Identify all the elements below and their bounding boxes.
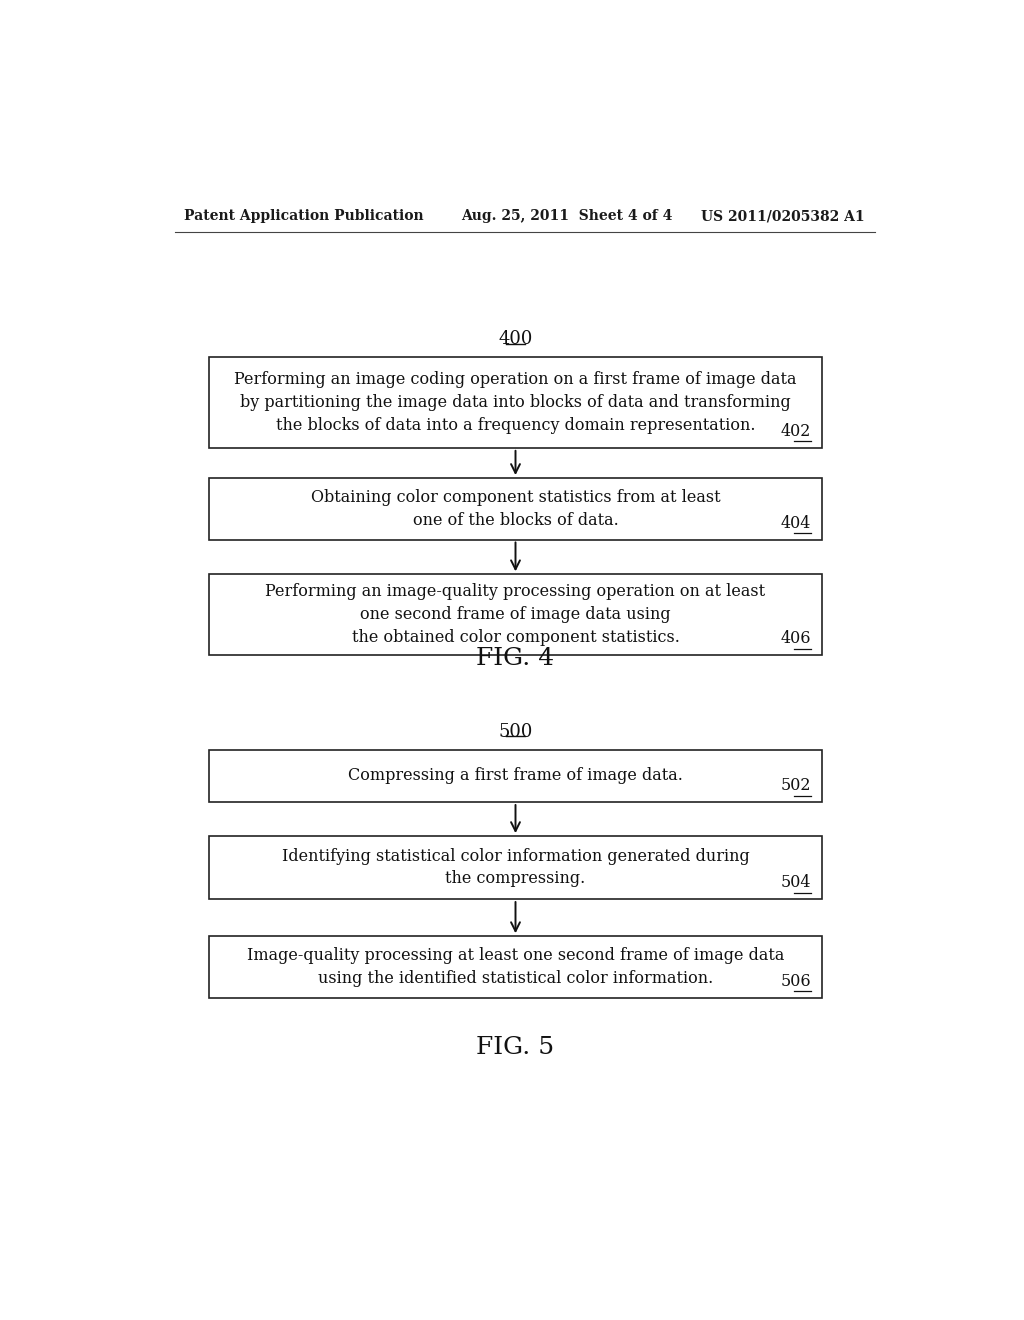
Text: Aug. 25, 2011  Sheet 4 of 4: Aug. 25, 2011 Sheet 4 of 4 — [461, 209, 673, 223]
Text: FIG. 4: FIG. 4 — [476, 647, 555, 671]
Bar — [209, 750, 821, 803]
Text: 400: 400 — [499, 330, 532, 348]
Text: Patent Application Publication: Patent Application Publication — [183, 209, 424, 223]
Text: 502: 502 — [780, 777, 811, 795]
Bar — [209, 836, 821, 899]
Text: Performing an image coding operation on a first frame of image data
by partition: Performing an image coding operation on … — [234, 371, 797, 434]
Text: 402: 402 — [780, 424, 811, 441]
Bar — [209, 358, 821, 447]
Text: Image-quality processing at least one second frame of image data
using the ident: Image-quality processing at least one se… — [247, 946, 784, 987]
Text: 504: 504 — [780, 874, 811, 891]
Text: US 2011/0205382 A1: US 2011/0205382 A1 — [700, 209, 864, 223]
Text: 404: 404 — [780, 515, 811, 532]
Text: Performing an image-quality processing operation on at least
one second frame of: Performing an image-quality processing o… — [265, 583, 766, 645]
Text: 500: 500 — [499, 723, 532, 741]
Text: Compressing a first frame of image data.: Compressing a first frame of image data. — [348, 767, 683, 784]
Text: 406: 406 — [780, 631, 811, 647]
Bar — [209, 574, 821, 655]
Text: 506: 506 — [780, 973, 811, 990]
Text: FIG. 5: FIG. 5 — [476, 1036, 555, 1059]
Bar — [209, 936, 821, 998]
Text: Identifying statistical color information generated during
the compressing.: Identifying statistical color informatio… — [282, 847, 750, 887]
Bar — [209, 478, 821, 540]
Text: Obtaining color component statistics from at least
one of the blocks of data.: Obtaining color component statistics fro… — [310, 488, 720, 529]
